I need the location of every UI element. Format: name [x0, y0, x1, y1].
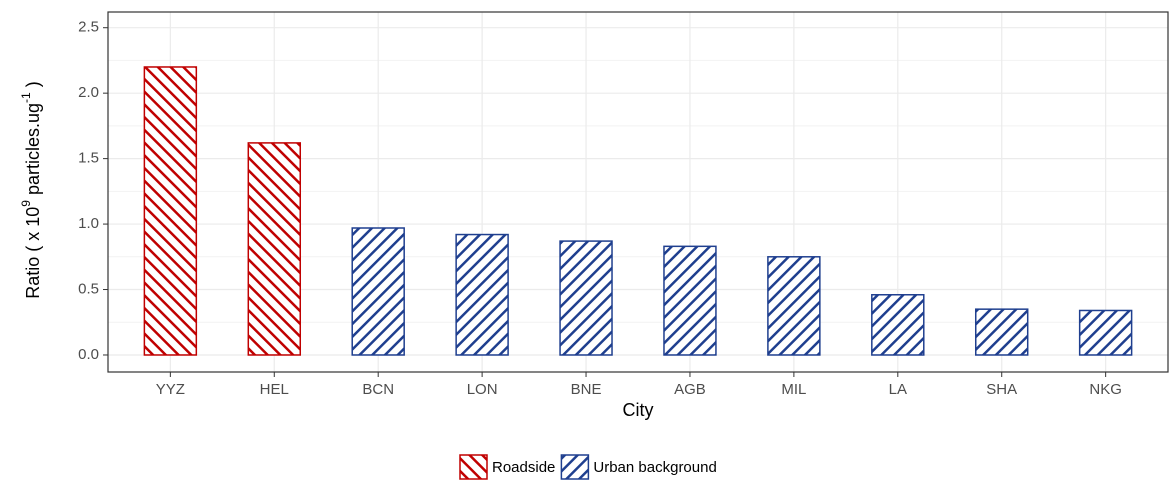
x-axis-title: City [623, 400, 654, 420]
bar [767, 256, 821, 356]
x-tick-label: SHA [986, 381, 1017, 398]
y-tick-label: 1.5 [78, 150, 99, 167]
x-tick-label: BNE [571, 381, 602, 398]
bar [1078, 309, 1133, 356]
y-tick-label: 2.0 [78, 84, 99, 101]
y-axis-title-part: ) [23, 81, 43, 92]
bar [143, 66, 198, 356]
y-tick-label: 1.0 [78, 215, 99, 232]
y-tick-label: 2.5 [78, 19, 99, 36]
y-tick-label: 0.0 [78, 346, 99, 363]
bar [974, 308, 1029, 356]
x-tick-label: NKG [1089, 381, 1122, 398]
legend-swatch [560, 454, 590, 480]
bar [663, 245, 717, 356]
y-tick-label: 0.5 [78, 280, 99, 297]
bar [247, 142, 302, 356]
x-tick-label: BCN [362, 381, 394, 398]
bar [351, 227, 405, 356]
y-axis-title: Ratio ( x 109 particles.ug-1 ) [19, 81, 43, 298]
legend-swatch [459, 454, 488, 480]
legend-label: Roadside [492, 459, 555, 476]
bar [559, 240, 613, 356]
y-axis-title-sup: 9 [19, 200, 33, 207]
y-axis-title-part: Ratio ( x 10 [23, 207, 43, 299]
x-tick-label: LA [889, 381, 907, 398]
legend-label: Urban background [593, 459, 716, 476]
x-tick-label: AGB [674, 381, 706, 398]
bar [871, 294, 925, 356]
y-axis-title-sup: -1 [19, 92, 33, 103]
x-tick-label: HEL [260, 381, 289, 398]
y-axis-title-part: particles.ug [23, 103, 43, 200]
panel-border [107, 11, 1169, 373]
x-tick-label: MIL [781, 381, 806, 398]
x-tick-label: YYZ [156, 381, 185, 398]
bar [455, 233, 509, 356]
x-tick-label: LON [467, 381, 498, 398]
